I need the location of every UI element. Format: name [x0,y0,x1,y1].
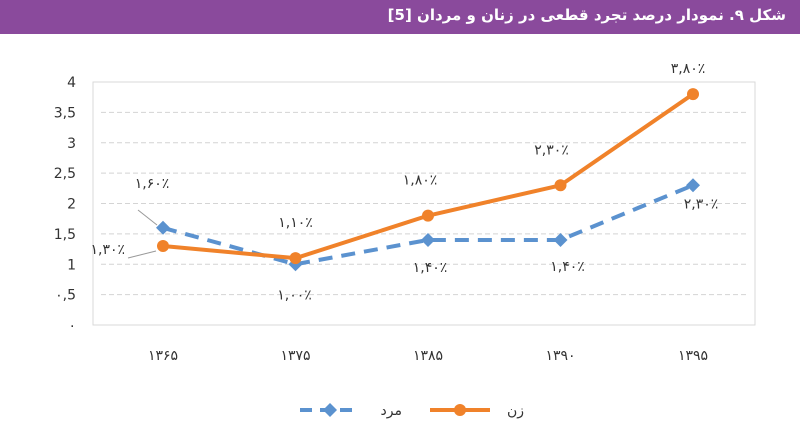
male-marker [421,232,435,247]
y-tick-label: 1 [67,257,76,273]
figure-title: شکل ۹. نمودار درصد تجرد قطعی در زنان و م… [387,6,786,24]
male-marker [686,178,700,193]
y-tick-label: 2,5 [54,166,76,182]
gridlines [101,111,747,296]
female-marker [422,209,434,222]
y-tick-label: ۰,5 [55,288,76,304]
plot-area-border [92,81,756,326]
female-marker [554,179,567,192]
y-tick-label: ۰ [68,318,76,334]
male-data-label: ۲,۳۰٪ [684,196,719,212]
y-tick-label: 4 [67,75,76,91]
legend-female-label: زن [507,403,524,419]
leader-line-female [127,250,157,259]
male-data-label: ۱,۴۰٪ [413,260,448,276]
legend-female-marker [454,404,466,416]
x-tick-label: ۱۳۹۵ [678,348,708,364]
male-data-label: ۱,۶۰٪ [135,176,170,192]
x-tick-label: ۱۳۸۵ [413,348,443,364]
male-marker [156,220,170,235]
female-data-label: ۱,۱۰٪ [278,215,313,231]
female-data-label: ۱,۸۰٪ [403,173,438,189]
series-layer [156,88,700,272]
y-tick-label: 3,5 [54,105,76,121]
male-data-label: ۱,۰۰٪ [277,287,312,303]
label-leader-lines [127,209,158,259]
figure-title-bar: شکل ۹. نمودار درصد تجرد قطعی در زنان و م… [0,0,800,34]
x-axis-ticks: ۱۳۶۵ ۱۳۷۵ ۱۳۸۵ ۱۳۹۰ ۱۳۹۵ [148,348,708,364]
female-marker [289,252,302,265]
y-tick-label: 3 [67,136,76,152]
y-axis-ticks: ۰ ۰,5 1 1,5 2 2,5 3 3,5 4 [54,75,76,334]
female-marker [157,240,169,253]
female-marker [687,88,699,101]
x-tick-label: ۱۳۷۵ [280,348,310,364]
y-tick-label: 2 [67,197,76,213]
y-tick-label: 1,5 [54,227,76,243]
leader-line-male [137,209,158,226]
female-data-label: ۳,۸۰٪ [671,61,706,77]
male-marker [553,232,568,247]
male-data-label: ۱,۴۰٪ [550,259,585,275]
female-data-label: ۱,۳۰٪ [90,242,125,258]
data-labels: ۱,۳۰٪ ۱,۱۰٪ ۱,۸۰٪ ۲,۳۰٪ ۳,۸۰٪ ۱,۶۰٪ ۱,۰۰٪ ۱,۴۰٪… [90,61,718,303]
female-data-label: ۲,۳۰٪ [534,142,569,158]
legend-male-marker [323,403,337,417]
x-tick-label: ۱۳۶۵ [148,348,178,364]
x-tick-label: ۱۳۹۰ [545,348,575,364]
legend-male-label: مرد [381,403,402,419]
legend: زن مرد [300,403,524,419]
